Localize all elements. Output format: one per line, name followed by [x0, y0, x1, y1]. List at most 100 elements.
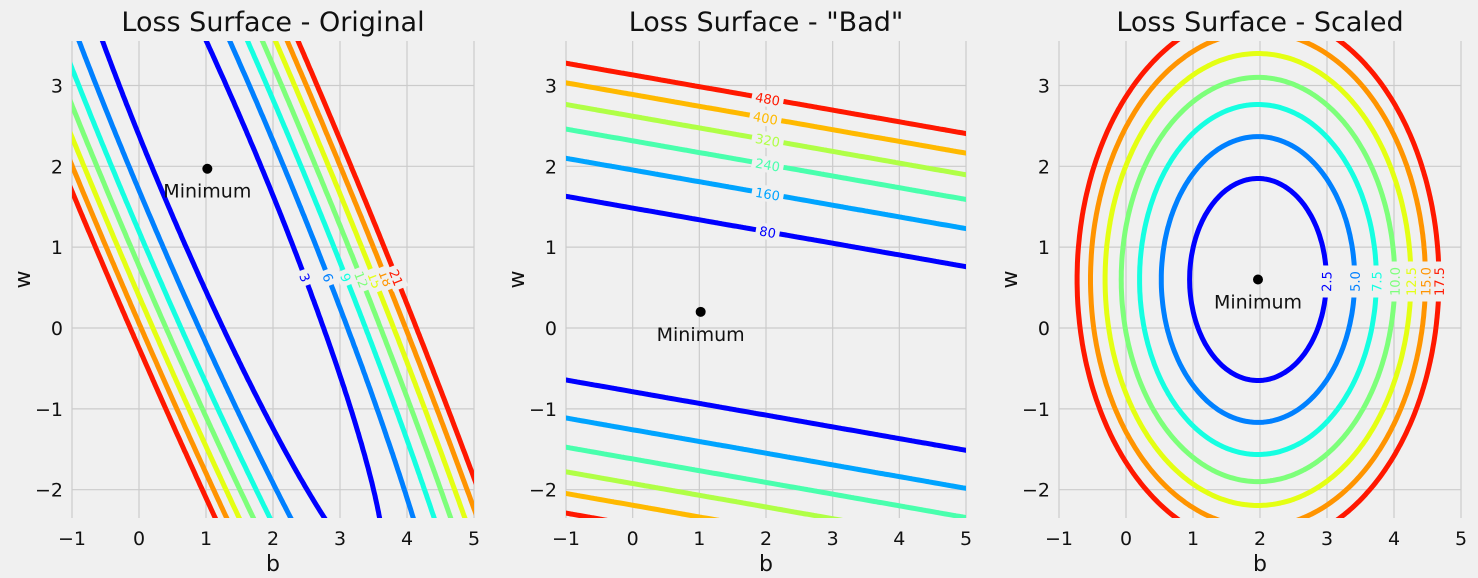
x-tick-label: 5: [1455, 528, 1467, 550]
contour-line-320: [566, 101, 966, 518]
y-tick-label: 0: [1038, 318, 1050, 340]
x-tick-label: 4: [893, 528, 905, 550]
contour-label-group: 21: [384, 263, 409, 292]
contour-label-bg: [294, 267, 316, 288]
minimum-point: [1252, 274, 1263, 285]
contour-label: 160: [754, 186, 781, 205]
x-axis-label: b: [1253, 552, 1267, 577]
contour-label-bg: [349, 265, 374, 294]
y-axis-label: w: [998, 271, 1023, 289]
x-tick-label: 3: [334, 528, 346, 550]
contour-label-bg: [748, 107, 783, 129]
subplot-3: 2.5 5.0 7.5 10.0 12.5 15.017.5 Minimum −1 0 1 2 3 4 5…: [998, 7, 1467, 577]
y-tick-label: 2: [545, 156, 557, 178]
contour-label-bg: [384, 263, 409, 292]
contour-line-17.5: [1074, 41, 1442, 518]
x-tick-label: 4: [1388, 528, 1400, 550]
contour-label-bg: [750, 88, 785, 110]
contour-label: 17.5: [1433, 267, 1448, 296]
contour-label-group: 12.5: [1402, 261, 1420, 302]
contour-line-5.0: [1158, 134, 1358, 425]
x-tick-label: 2: [1254, 528, 1266, 550]
y-tick-label: 2: [51, 156, 63, 178]
y-tick-label: 0: [51, 318, 63, 340]
contour-area: 2.5 5.0 7.5 10.0 12.5 15.017.5: [1074, 41, 1448, 518]
contour-label-bg: [363, 266, 387, 295]
contour-label-bg: [750, 129, 785, 151]
x-tick-label: 1: [693, 528, 705, 550]
contour-label: 320: [754, 132, 781, 151]
contour-label-bg: [754, 221, 781, 242]
contour-label-group: 240: [750, 153, 785, 176]
x-tick-label: 2: [760, 528, 772, 550]
contour-label-group: 10.0: [1386, 261, 1404, 302]
minimum-label: Minimum: [163, 181, 251, 203]
contour-line-2.5: [1187, 176, 1329, 383]
contour-label-group: 7.5: [1368, 265, 1385, 298]
chart-title: Loss Surface - Original: [121, 7, 424, 38]
y-tick-label: 1: [545, 237, 557, 259]
contour-label-group: 3: [294, 267, 316, 288]
chart-title: Loss Surface - Scaled: [1116, 7, 1403, 38]
x-tick-label: −1: [58, 528, 86, 550]
contour-label-bg: [1318, 265, 1335, 298]
x-tick-label: 1: [200, 528, 212, 550]
contour-label-group: 480: [750, 88, 785, 110]
contour-label-group: 80: [754, 221, 781, 242]
minimum-point: [695, 306, 706, 317]
contour-label: 7.5: [1370, 271, 1385, 292]
y-tick-label: 1: [51, 237, 63, 259]
y-axis-label: w: [505, 271, 530, 289]
y-tick-label: −2: [1022, 480, 1050, 502]
y-tick-label: 3: [1038, 75, 1050, 97]
contour-label: 2.5: [1320, 271, 1335, 292]
y-tick-label: −2: [35, 480, 63, 502]
contour-label: 5.0: [1349, 271, 1364, 292]
y-axis-label: w: [11, 271, 36, 289]
x-tick-label: −1: [552, 528, 580, 550]
contour-line-12.5: [1102, 51, 1414, 508]
contour-line-9: [72, 41, 437, 518]
contour-label: 240: [754, 157, 781, 176]
x-axis-label: b: [759, 552, 773, 577]
contour-label-bg: [1386, 261, 1403, 302]
x-tick-label: 0: [627, 528, 639, 550]
x-tick-label: −1: [1045, 528, 1073, 550]
contour-label: 400: [752, 110, 779, 129]
x-axis-label: b: [266, 552, 280, 577]
minimum-label: Minimum: [1214, 292, 1302, 314]
x-tick-label: 2: [267, 528, 279, 550]
contour-label-bg: [1346, 265, 1363, 298]
y-tick-label: 3: [51, 75, 63, 97]
y-tick-label: 0: [545, 318, 557, 340]
minimum-point: [202, 163, 213, 174]
contour-label-group: 320: [750, 129, 785, 151]
contour-label-group: 160: [750, 183, 785, 205]
contour-label: 10.0: [1389, 267, 1404, 296]
y-tick-label: 1: [1038, 237, 1050, 259]
x-tick-label: 0: [133, 528, 145, 550]
contour-line-7.5: [1137, 102, 1379, 457]
contour-label-bg: [750, 153, 785, 176]
contour-label-bg: [1430, 261, 1448, 302]
y-tick-label: −1: [1022, 399, 1050, 421]
y-tick-label: 2: [1038, 156, 1050, 178]
contour-label-bg: [750, 183, 785, 205]
contour-label: 80: [758, 224, 777, 242]
x-tick-label: 3: [1321, 528, 1333, 550]
contour-label-bg: [1402, 261, 1420, 302]
contour-label: 21: [385, 268, 405, 289]
x-tick-label: 5: [468, 528, 480, 550]
contour-label-bg: [317, 267, 339, 288]
y-tick-label: 3: [545, 75, 557, 97]
x-tick-label: 5: [960, 528, 972, 550]
contour-label: 12.5: [1405, 267, 1420, 296]
contour-label-group: 17.5: [1430, 261, 1448, 302]
x-tick-label: 3: [827, 528, 839, 550]
contour-label-group: 400: [748, 107, 783, 129]
contour-label-bg: [1417, 261, 1434, 302]
